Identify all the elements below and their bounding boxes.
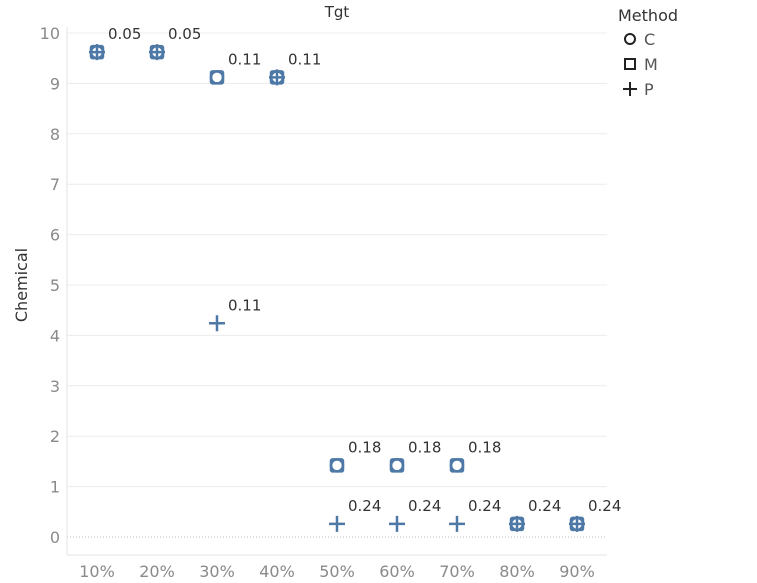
x-tick-label: 90% — [559, 562, 595, 581]
square-point — [209, 70, 225, 85]
plus-point — [149, 44, 165, 61]
legend-label: P — [644, 80, 654, 99]
legend-item-P: P — [623, 80, 654, 99]
square-point — [329, 458, 345, 473]
data-label: 0.11 — [228, 296, 261, 314]
x-tick-label: 80% — [499, 562, 535, 581]
data-label: 0.05 — [108, 25, 141, 43]
data-label: 0.18 — [468, 438, 501, 456]
series-M — [89, 44, 585, 532]
data-label: 0.24 — [528, 497, 561, 515]
legend-title: Method — [618, 6, 678, 25]
plus-point — [209, 315, 225, 332]
x-tick-label: 20% — [139, 562, 175, 581]
y-tick-label: 4 — [50, 326, 60, 345]
x-tick-label: 70% — [439, 562, 475, 581]
y-tick-label: 5 — [50, 276, 60, 295]
y-axis-ticks: 0 1 2 3 4 5 6 7 8 9 10 — [40, 24, 60, 547]
y-tick-label: 10 — [40, 24, 60, 43]
gridlines — [66, 27, 607, 556]
plus-point — [509, 515, 525, 532]
series-C — [89, 44, 585, 532]
plus-point — [329, 515, 345, 532]
y-tick-label: 7 — [50, 175, 60, 194]
y-tick-label: 8 — [50, 125, 60, 144]
y-axis-title: Chemical — [12, 248, 31, 322]
y-tick-label: 1 — [50, 478, 60, 497]
data-label: 0.11 — [288, 50, 321, 68]
legend-label: C — [644, 30, 655, 49]
plus-point — [569, 515, 585, 532]
x-tick-label: 60% — [379, 562, 415, 581]
data-labels: 0.05 0.05 0.11 0.11 0.11 0.18 0.18 0.18 0.24 0.24… — [108, 25, 621, 515]
circle-icon — [624, 33, 636, 45]
plus-point — [389, 515, 405, 532]
y-tick-label: 9 — [50, 74, 60, 93]
legend-label: M — [644, 55, 658, 74]
square-point — [389, 458, 405, 473]
plus-point — [269, 69, 285, 86]
x-axis-ticks: 10% 20% 30% 40% 50% 60% 70% 80% 90% — [79, 562, 595, 581]
legend-entries: CMP — [623, 30, 658, 99]
circle-point — [389, 458, 405, 473]
data-label: 0.24 — [348, 497, 381, 515]
data-label: 0.24 — [408, 497, 441, 515]
square-point — [449, 458, 465, 473]
data-label: 0.11 — [228, 50, 261, 68]
data-label: 0.24 — [588, 497, 621, 515]
x-tick-label: 40% — [259, 562, 295, 581]
circle-point — [449, 458, 465, 473]
y-tick-label: 2 — [50, 427, 60, 446]
square-icon — [624, 58, 636, 70]
plus-point — [449, 515, 465, 532]
data-label: 0.05 — [168, 25, 201, 43]
circle-point — [329, 458, 345, 473]
x-tick-label: 30% — [199, 562, 235, 581]
x-tick-label: 50% — [319, 562, 355, 581]
data-label: 0.18 — [348, 438, 381, 456]
chart-title: Tgt — [324, 3, 350, 21]
series-P — [89, 44, 585, 532]
x-tick-label: 10% — [79, 562, 115, 581]
data-label: 0.18 — [408, 438, 441, 456]
legend-item-C: C — [624, 30, 655, 49]
plus-icon — [623, 82, 637, 96]
plus-point — [89, 44, 105, 61]
y-tick-label: 3 — [50, 377, 60, 396]
legend: Method CMP — [618, 6, 678, 99]
y-tick-label: 6 — [50, 226, 60, 245]
data-label: 0.24 — [468, 497, 501, 515]
legend-item-M: M — [624, 55, 658, 74]
data-points — [89, 44, 585, 532]
y-tick-label: 0 — [50, 528, 60, 547]
circle-point — [209, 70, 225, 85]
